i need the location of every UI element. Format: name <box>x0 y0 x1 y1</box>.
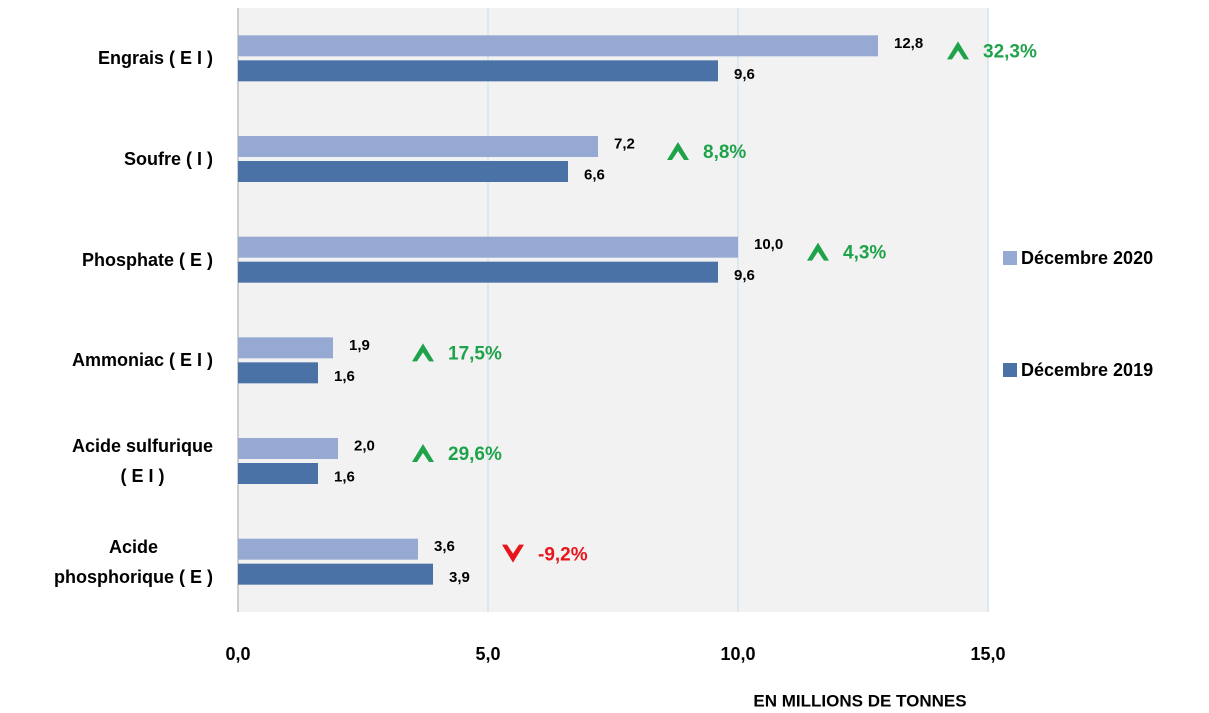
legend-label: Décembre 2019 <box>1021 360 1153 380</box>
change-arrow <box>412 444 434 462</box>
change-arrow <box>502 544 524 563</box>
legend-swatch <box>1003 363 1017 377</box>
data-label: 1,9 <box>349 337 370 354</box>
change-label: 29,6% <box>448 444 502 465</box>
data-label: 3,9 <box>449 569 470 586</box>
data-label: 10,0 <box>754 236 783 253</box>
bar <box>238 35 878 57</box>
data-label: 9,6 <box>734 66 755 83</box>
data-label: 6,6 <box>584 166 605 183</box>
y-tick-label: Soufre ( I ) <box>124 149 213 169</box>
data-label: 1,6 <box>334 468 355 485</box>
y-tick-label: Acide phosphorique ( E ) <box>54 536 213 587</box>
y-tick-label: Phosphate ( E ) <box>81 249 213 270</box>
bar <box>238 136 598 157</box>
legend-label: Décembre 2020 <box>1021 248 1153 268</box>
bar <box>238 337 333 359</box>
plot-background <box>238 8 988 612</box>
change-arrow <box>667 142 689 160</box>
data-label: 1,6 <box>334 368 355 385</box>
bar <box>238 60 718 82</box>
bar <box>238 538 418 560</box>
change-label: 32,3% <box>983 41 1037 62</box>
change-label: 4,3% <box>843 243 886 264</box>
data-label: 2,0 <box>354 437 375 454</box>
data-label: 7,2 <box>614 135 635 152</box>
legend-swatch <box>1003 251 1017 265</box>
data-label: 3,6 <box>434 538 455 555</box>
data-label: 12,8 <box>894 35 923 52</box>
change-arrow <box>947 41 969 60</box>
bar <box>238 236 738 258</box>
data-label: 9,6 <box>734 267 755 284</box>
change-label: -9,2% <box>538 545 588 566</box>
x-tick-label: 10,0 <box>720 644 755 664</box>
y-tick-label: Ammoniac ( E I ) <box>71 350 213 371</box>
change-arrow <box>412 343 434 362</box>
bar <box>238 161 568 182</box>
change-arrow <box>807 242 829 261</box>
bar <box>238 463 318 484</box>
bar <box>238 438 338 459</box>
change-label: 8,8% <box>703 142 746 163</box>
change-label: 17,5% <box>448 343 502 364</box>
y-tick-label: Engrais ( E I ) <box>97 48 213 69</box>
bar <box>238 563 433 585</box>
x-tick-label: 0,0 <box>225 644 250 664</box>
y-tick-label: Acide sulfurique ( E I ) <box>71 436 213 486</box>
x-tick-label: 15,0 <box>970 644 1005 664</box>
x-tick-label: 5,0 <box>475 644 500 664</box>
bar <box>238 261 718 283</box>
x-axis-label: EN MILLIONS DE TONNES <box>753 691 966 710</box>
bar <box>238 362 318 384</box>
